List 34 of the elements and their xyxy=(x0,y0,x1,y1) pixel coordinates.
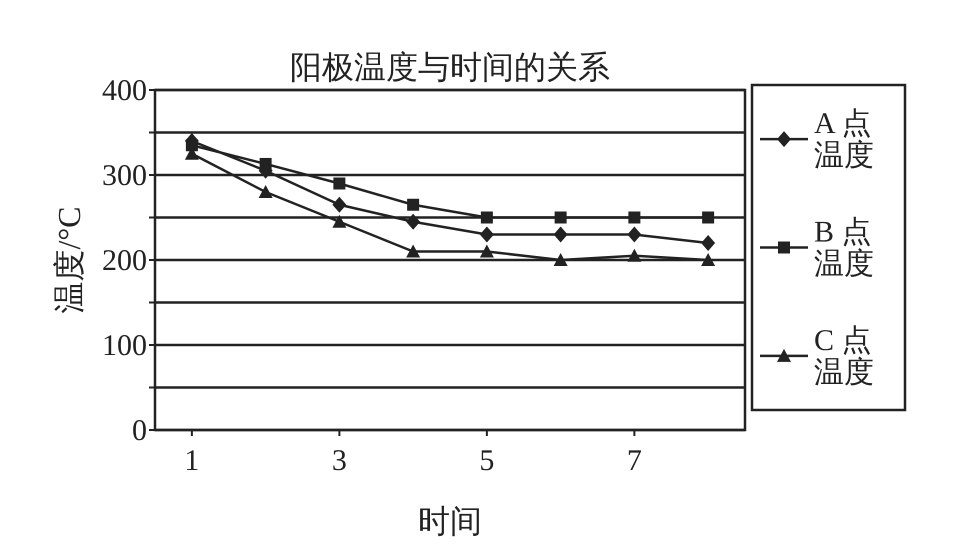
x-tick-label: 5 xyxy=(479,444,494,477)
point xyxy=(627,226,642,242)
x-axis-title: 时间 xyxy=(418,503,482,539)
point xyxy=(333,178,346,190)
y-tick-label: 200 xyxy=(102,244,147,277)
y-tick-label: 300 xyxy=(102,159,147,192)
point xyxy=(701,253,716,266)
x-tick-label: 7 xyxy=(626,444,642,477)
point xyxy=(554,226,568,242)
y-tick-label: 400 xyxy=(102,74,147,107)
point xyxy=(480,226,494,242)
point xyxy=(554,212,567,224)
point xyxy=(332,196,346,213)
point xyxy=(258,185,273,198)
point xyxy=(406,244,420,258)
point xyxy=(406,214,420,230)
x-tick-label: 3 xyxy=(332,444,347,477)
y-tick-label: 100 xyxy=(102,329,147,362)
x-tick-label: 1 xyxy=(184,444,200,477)
point xyxy=(701,235,716,251)
point xyxy=(628,212,640,224)
legend-label: A 点温度 xyxy=(814,107,874,172)
legend-label: B 点温度 xyxy=(814,216,874,280)
point xyxy=(702,212,714,224)
point xyxy=(407,198,420,211)
point xyxy=(627,248,642,262)
y-tick-label: 0 xyxy=(132,414,147,447)
chart-title: 阳极温度与时间的关系 xyxy=(290,49,610,85)
legend-label: C 点温度 xyxy=(814,324,874,389)
point xyxy=(332,214,346,228)
point xyxy=(480,244,494,258)
point xyxy=(554,253,568,266)
y-axis-title: 温度/°C xyxy=(51,206,87,314)
point xyxy=(480,212,493,224)
